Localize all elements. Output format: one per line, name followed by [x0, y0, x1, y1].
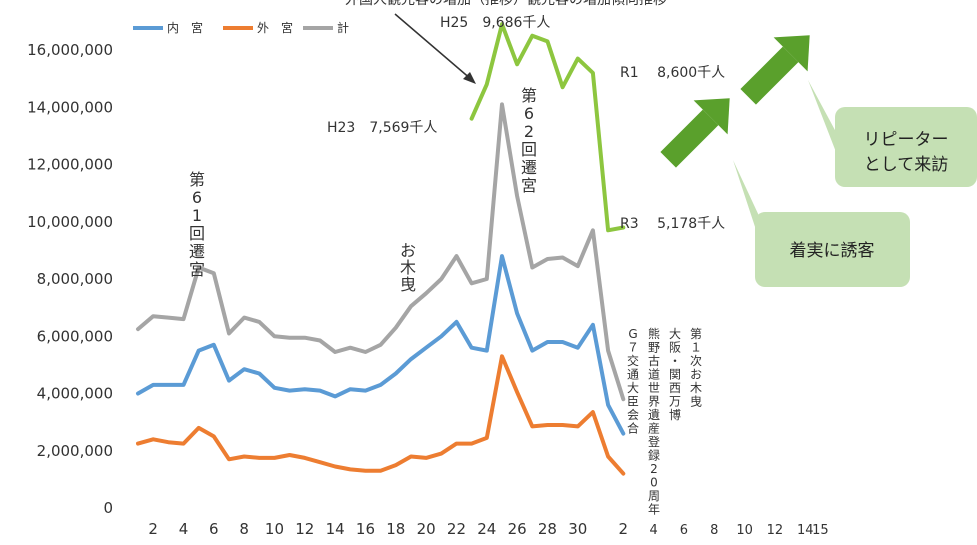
top-cut-annotation: 外国人観光客の増加（推移）観光客の増加傾向推移 [345, 0, 667, 8]
annotation-arrow-head [463, 72, 476, 84]
legend: 内 宮外 宮計 [133, 20, 349, 35]
callout-yuukyaku-tail [733, 160, 760, 242]
green-arrow-lower [660, 98, 730, 168]
x-tick-label: 12 [295, 520, 314, 538]
x-tick-label: 2 [148, 520, 158, 538]
x-tick-label: 20 [417, 520, 436, 538]
y-tick-label: 8,000,000 [37, 270, 113, 288]
green-arrow-upper [740, 35, 810, 105]
y-tick-label: 2,000,000 [37, 442, 113, 460]
x-tick-label: 22 [447, 520, 466, 538]
x-tick-label-future: 10 [736, 523, 753, 538]
x-tick-label: 6 [209, 520, 219, 538]
callout-repeater-box [835, 107, 977, 187]
x-tick-label: 26 [508, 520, 527, 538]
y-tick-label: 6,000,000 [37, 327, 113, 345]
x-tick-label-future: 14 [797, 523, 814, 538]
callout-yuukyaku-box [755, 212, 910, 287]
x-tick-label: 2 [619, 520, 629, 538]
x-tick-label: 4 [179, 520, 189, 538]
x-tick-label: 28 [538, 520, 557, 538]
x-tick-label-future: 8 [710, 523, 718, 538]
x-tick-label: 10 [265, 520, 284, 538]
annotation-h25: H25 9,686千人 [440, 15, 550, 31]
x-tick-label: 16 [356, 520, 375, 538]
y-tick-label: 0 [103, 499, 113, 517]
legend-label: 内 宮 [167, 20, 203, 35]
annotation-kumano: 熊野古道世界遺産登録 2 0 周年 [648, 326, 660, 517]
series-line-2 [136, 102, 626, 402]
annotation-r3: R3 5,178千人 [620, 216, 725, 232]
annotation-g7: G ７交通大臣会合 [627, 327, 639, 436]
annotations: 外国人観光客の増加（推移）観光客の増加傾向推移 H25 9,686千人 R1 8… [189, 0, 725, 517]
y-tick-label: 4,000,000 [37, 385, 113, 403]
callout-repeater-line2: として来訪 [864, 155, 949, 175]
annotation-sengu-61: 第 6 1 回遷宮 [189, 170, 205, 279]
y-tick-label: 10,000,000 [27, 213, 113, 231]
series-lines [136, 22, 626, 476]
legend-label: 外 宮 [257, 20, 293, 35]
callouts: リピーター として来訪 着実に誘客 [660, 35, 977, 287]
annotation-okihiki: お木曳 [400, 241, 416, 294]
annotation-h23: H23 7,569千人 [327, 120, 437, 136]
legend-label: 計 [337, 20, 349, 35]
y-tick-label: 16,000,000 [27, 41, 113, 59]
x-tick-label: 14 [326, 520, 345, 538]
y-tick-label: 14,000,000 [27, 98, 113, 116]
annotation-sengu-62: 第 6 2 回遷宮 [521, 86, 537, 195]
annotation-osaka: 大阪・関西万博 [669, 327, 681, 422]
x-tick-label-future: 12 [767, 523, 784, 538]
x-tick-label: 8 [239, 520, 249, 538]
x-tick-label-future: 6 [680, 523, 688, 538]
annotation-okihiki-first: 第１次お木曳 [690, 327, 702, 409]
x-tick-label: 18 [386, 520, 405, 538]
x-tick-label-future: 4 [649, 523, 657, 538]
x-tick-label-future: 15 [812, 523, 829, 538]
callout-yuukyaku-text: 着実に誘客 [790, 241, 875, 261]
x-tick-label: 24 [477, 520, 496, 538]
annotation-r1: R1 8,600千人 [620, 65, 725, 81]
callout-repeater-line1: リピーター [864, 130, 949, 150]
series-line-0 [136, 254, 626, 436]
y-tick-label: 12,000,000 [27, 156, 113, 174]
series-line-3 [469, 22, 626, 233]
series-line-1 [136, 354, 626, 476]
annotation-arrow-line [394, 13, 473, 81]
x-tick-label: 30 [568, 520, 587, 538]
y-axis: 0 2,000,000 4,000,000 6,000,000 8,000,000 10,… [27, 41, 113, 517]
callout-repeater-tail [808, 80, 836, 152]
